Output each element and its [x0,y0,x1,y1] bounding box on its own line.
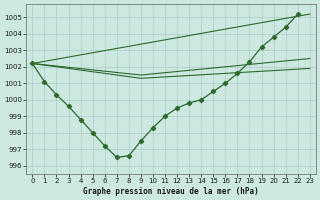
X-axis label: Graphe pression niveau de la mer (hPa): Graphe pression niveau de la mer (hPa) [83,187,259,196]
